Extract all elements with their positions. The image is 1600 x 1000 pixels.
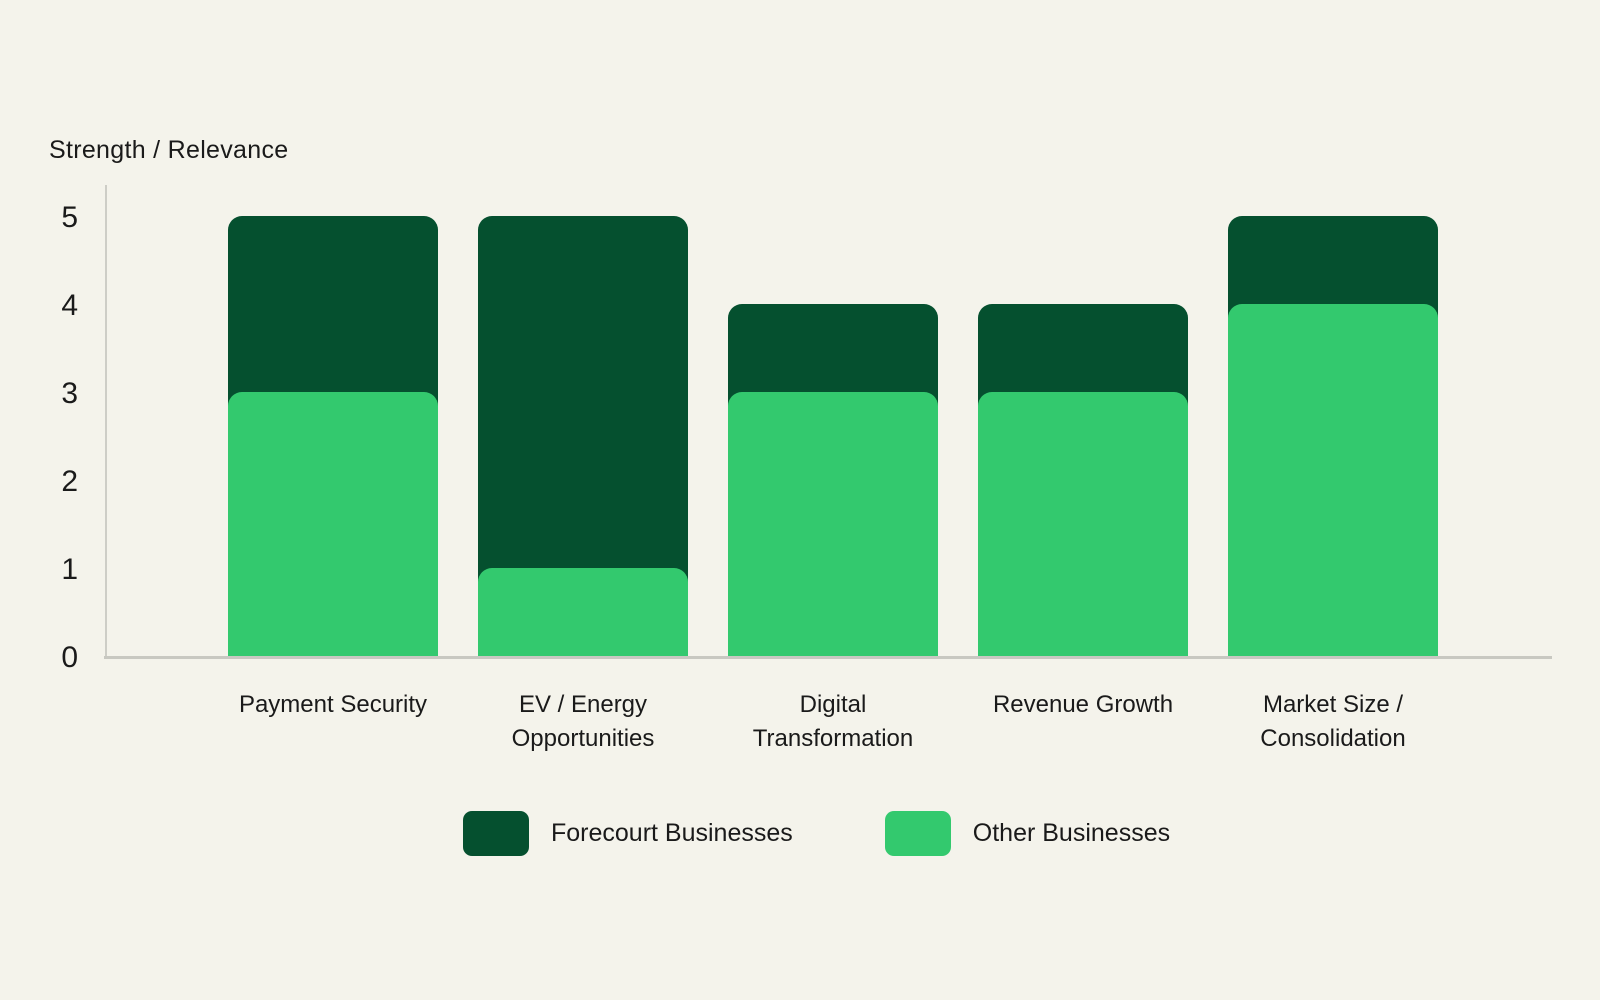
x-category-ev-energy-opportunities: EV / Energy Opportunities bbox=[433, 688, 733, 756]
x-category-revenue-growth: Revenue Growth bbox=[933, 688, 1233, 722]
y-tick-5: 5 bbox=[61, 201, 78, 234]
y-tick-2: 2 bbox=[61, 465, 78, 498]
legend-item-other-businesses: Other Businesses bbox=[884, 811, 1171, 856]
legend-item-forecourt-businesses: Forecourt Businesses bbox=[463, 811, 793, 856]
bar-other-businesses-payment-security bbox=[228, 392, 438, 656]
bar-other-businesses-digital-transformation bbox=[728, 392, 938, 656]
bar-other-businesses-ev-energy-opportunities bbox=[478, 568, 688, 656]
y-tick-0: 0 bbox=[61, 641, 78, 674]
y-axis-line bbox=[105, 185, 107, 658]
x-axis-line bbox=[104, 656, 1552, 659]
x-category-line: Consolidation bbox=[1260, 725, 1406, 752]
x-category-line: Transformation bbox=[752, 725, 914, 752]
bar-other-businesses-revenue-growth bbox=[978, 392, 1188, 656]
x-category-line: Market Size / bbox=[1262, 691, 1404, 718]
bar-other-businesses-market-size-consolidation bbox=[1228, 304, 1438, 656]
x-category-line: Digital bbox=[799, 691, 867, 718]
legend-label: Other Businesses bbox=[972, 819, 1171, 847]
x-category-payment-security: Payment Security bbox=[183, 688, 483, 722]
legend-label: Forecourt Businesses bbox=[551, 819, 793, 847]
x-category-line: EV / Energy bbox=[518, 691, 648, 718]
y-tick-4: 4 bbox=[61, 289, 78, 322]
x-category-line: Opportunities bbox=[511, 725, 655, 752]
y-tick-1: 1 bbox=[61, 553, 78, 586]
legend: Forecourt Businesses Other Businesses bbox=[463, 811, 1262, 856]
x-category-market-size-consolidation: Market Size / Consolidation bbox=[1183, 688, 1483, 756]
x-category-line: Payment Security bbox=[238, 691, 428, 718]
x-category-line: Revenue Growth bbox=[992, 691, 1174, 718]
y-tick-3: 3 bbox=[61, 377, 78, 410]
legend-swatch-forecourt-businesses bbox=[463, 811, 529, 856]
y-axis-title: Strength / Relevance bbox=[49, 136, 289, 164]
legend-swatch-other-businesses bbox=[884, 811, 951, 856]
x-category-digital-transformation: Digital Transformation bbox=[683, 688, 983, 756]
